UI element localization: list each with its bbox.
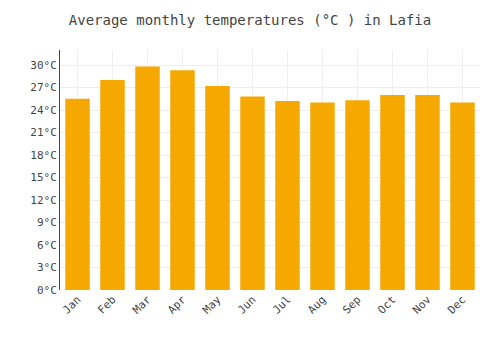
svg-text:24°C: 24°C — [30, 104, 57, 117]
svg-text:Jan: Jan — [60, 293, 83, 316]
svg-text:21°C: 21°C — [30, 126, 57, 139]
svg-text:Mar: Mar — [130, 293, 154, 317]
svg-text:15°C: 15°C — [30, 171, 57, 184]
svg-text:Nov: Nov — [410, 293, 434, 317]
svg-text:3°C: 3°C — [37, 261, 57, 274]
svg-text:Oct: Oct — [375, 293, 398, 316]
svg-text:6°C: 6°C — [37, 239, 57, 252]
svg-text:Sep: Sep — [340, 293, 363, 316]
svg-text:12°C: 12°C — [30, 194, 57, 207]
svg-text:May: May — [200, 293, 224, 317]
svg-text:Jul: Jul — [270, 293, 293, 316]
svg-text:27°C: 27°C — [30, 81, 57, 94]
svg-text:9°C: 9°C — [37, 216, 57, 229]
svg-text:18°C: 18°C — [30, 149, 57, 162]
svg-text:Jun: Jun — [235, 293, 258, 316]
svg-text:Aug: Aug — [305, 293, 328, 316]
svg-text:30°C: 30°C — [30, 59, 57, 72]
svg-text:Average monthly temperatures (: Average monthly temperatures (°C ) in La… — [69, 12, 431, 28]
svg-text:Apr: Apr — [165, 293, 189, 317]
svg-text:Feb: Feb — [95, 293, 118, 316]
svg-text:Dec: Dec — [445, 293, 468, 316]
svg-text:0°C: 0°C — [37, 284, 57, 297]
